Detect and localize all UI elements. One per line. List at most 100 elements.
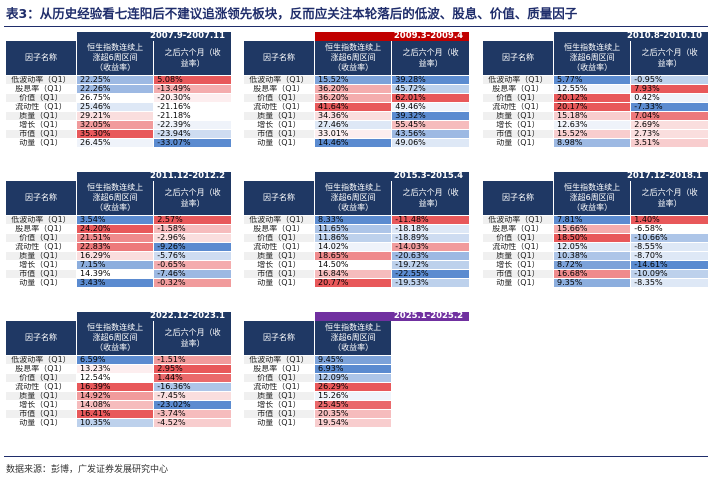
next-six-month-cell: -8.55%: [630, 242, 708, 252]
rally-return-cell: 8.33%: [313, 215, 392, 225]
rally-return-cell: 26.29%: [313, 382, 392, 392]
rally-return-cell: 14.46%: [313, 138, 392, 147]
rally-return-cell: 16.68%: [552, 269, 631, 279]
factor-name: 流动性（Q1）: [243, 382, 315, 392]
rally-return-header: 恒生指数连续上 涨超6周区间 （收益率）: [313, 181, 392, 216]
table-row: 增长（Q1） 7.15% -0.65%: [5, 260, 231, 270]
next-six-month-cell: -7.45%: [153, 391, 231, 401]
next-six-month-cell: -10.66%: [630, 233, 708, 243]
factor-name-header: 因子名称: [243, 321, 315, 356]
next-six-month-cell: -7.46%: [153, 269, 231, 279]
rally-return-cell: 36.20%: [313, 93, 392, 103]
rally-return-cell: 10.38%: [552, 251, 631, 261]
table-row: 动量（Q1） 9.35% -8.35%: [482, 278, 708, 287]
table-row: 股息率（Q1） 36.20% 45.72%: [243, 84, 469, 94]
rally-return-header: 恒生指数连续上 涨超6周区间 （收益率）: [552, 181, 631, 216]
factor-name: 动量（Q1）: [243, 278, 315, 287]
next-six-month-cell: -21.18%: [153, 111, 231, 121]
factor-name: 市值（Q1）: [5, 409, 77, 419]
next-six-month-cell: 49.06%: [391, 138, 469, 147]
table-row: 股息率（Q1） 15.66% -6.58%: [482, 224, 708, 234]
table-row: 价值（Q1） 26.75% -20.30%: [5, 93, 231, 103]
table-row: 动量（Q1） 3.43% -0.32%: [5, 278, 231, 287]
factor-name: 动量（Q1）: [5, 418, 77, 427]
rally-return-cell: 14.08%: [75, 400, 154, 410]
factor-name: 流动性（Q1）: [243, 242, 315, 252]
rally-return-cell: 11.86%: [313, 233, 392, 243]
factor-name: 增长（Q1）: [5, 400, 77, 410]
next-six-month-cell: 2.73%: [630, 129, 708, 139]
table-row: 质量（Q1） 18.65% -20.63%: [243, 251, 469, 261]
factor-name: 股息率（Q1）: [5, 84, 77, 94]
table-row: 流动性（Q1） 14.02% -14.03%: [243, 242, 469, 252]
rally-return-cell: 11.65%: [313, 224, 392, 234]
factor-panel: 2011.12-2012.2 因子名称 恒生指数连续上 涨超6周区间 （收益率） 之后六个…: [5, 172, 231, 287]
next-six-month-cell: [391, 391, 469, 401]
next-six-month-cell: 1.40%: [630, 215, 708, 225]
rally-return-cell: 10.35%: [75, 418, 154, 427]
factor-name: 动量（Q1）: [5, 278, 77, 287]
next-six-month-cell: -8.35%: [630, 278, 708, 287]
rally-return-cell: 12.55%: [552, 84, 631, 94]
table-row: 增长（Q1） 32.05% -22.39%: [5, 120, 231, 130]
next-six-month-cell: 7.93%: [630, 84, 708, 94]
next-six-month-cell: 62.01%: [391, 93, 469, 103]
rally-return-header: 恒生指数连续上 涨超6周区间 （收益率）: [75, 181, 154, 216]
next-six-month-cell: -22.39%: [153, 120, 231, 130]
table-row: 动量（Q1） 10.35% -4.52%: [5, 418, 231, 427]
next-six-month-cell: 5.08%: [153, 75, 231, 85]
table-row: 流动性（Q1） 26.29%: [243, 382, 469, 392]
factor-name-header: 因子名称: [482, 41, 554, 76]
factor-name-header: 因子名称: [243, 41, 315, 76]
rally-return-cell: 16.41%: [75, 409, 154, 419]
rally-return-header: 恒生指数连续上 涨超6周区间 （收益率）: [313, 321, 392, 356]
rally-return-cell: 20.35%: [313, 409, 392, 419]
next-six-month-header: 之后六个月（收 益率）: [153, 41, 231, 76]
next-six-month-cell: -23.94%: [153, 129, 231, 139]
factor-name: 市值（Q1）: [243, 129, 315, 139]
factor-name: 增长（Q1）: [5, 120, 77, 130]
factor-name: 质量（Q1）: [5, 251, 77, 261]
table-row: 市值（Q1） 35.30% -23.94%: [5, 129, 231, 139]
table-row: 低波动率（Q1） 5.77% -0.95%: [482, 75, 708, 85]
next-six-month-cell: 3.51%: [630, 138, 708, 147]
rally-return-cell: 18.65%: [313, 251, 392, 261]
table-row: 增长（Q1） 14.50% -19.72%: [243, 260, 469, 270]
factor-panel: 2009.3-2009.4 因子名称 恒生指数连续上 涨超6周区间 （收益率） 之后六个月…: [243, 32, 469, 147]
next-six-month-cell: -19.72%: [391, 260, 469, 270]
rally-return-cell: 32.05%: [75, 120, 154, 130]
table-row: 增长（Q1） 12.63% 2.69%: [482, 120, 708, 130]
rally-return-header: 恒生指数连续上 涨超6周区间 （收益率）: [313, 41, 392, 76]
factor-name: 价值（Q1）: [243, 233, 315, 243]
table-row: 流动性（Q1） 41.64% 49.46%: [243, 102, 469, 112]
next-six-month-cell: -19.53%: [391, 278, 469, 287]
factor-name: 增长（Q1）: [243, 120, 315, 130]
factor-name: 价值（Q1）: [482, 233, 554, 243]
table-row: 市值（Q1） 16.84% -22.55%: [243, 269, 469, 279]
next-six-month-cell: -0.95%: [630, 75, 708, 85]
next-six-month-cell: -9.26%: [153, 242, 231, 252]
rally-return-cell: 6.93%: [313, 364, 392, 374]
table-row: 低波动率（Q1） 7.81% 1.40%: [482, 215, 708, 225]
next-six-month-cell: [391, 373, 469, 383]
period-label: 2010.8-2010.10: [553, 32, 708, 41]
factor-name: 流动性（Q1）: [5, 382, 77, 392]
table-row: 增长（Q1） 14.08% -23.02%: [5, 400, 231, 410]
factor-panel: 2007.9-2007.11 因子名称 恒生指数连续上 涨超6周区间 （收益率） 之后六个…: [5, 32, 231, 147]
factor-name: 增长（Q1）: [243, 260, 315, 270]
period-label: 2022.12-2023.1: [76, 312, 231, 321]
rally-return-cell: 16.29%: [75, 251, 154, 261]
factor-name: 质量（Q1）: [243, 251, 315, 261]
next-six-month-cell: 43.56%: [391, 129, 469, 139]
next-six-month-cell: [391, 382, 469, 392]
factor-name: 动量（Q1）: [243, 138, 315, 147]
factor-name: 市值（Q1）: [5, 269, 77, 279]
factor-name: 流动性（Q1）: [243, 102, 315, 112]
next-six-month-cell: -16.36%: [153, 382, 231, 392]
table-row: 低波动率（Q1） 15.52% 39.28%: [243, 75, 469, 85]
rally-return-cell: 35.30%: [75, 129, 154, 139]
rally-return-cell: 7.81%: [552, 215, 631, 225]
next-six-month-cell: 7.04%: [630, 111, 708, 121]
table-row: 质量（Q1） 15.18% 7.04%: [482, 111, 708, 121]
period-label: 2011.12-2012.2: [76, 172, 231, 181]
